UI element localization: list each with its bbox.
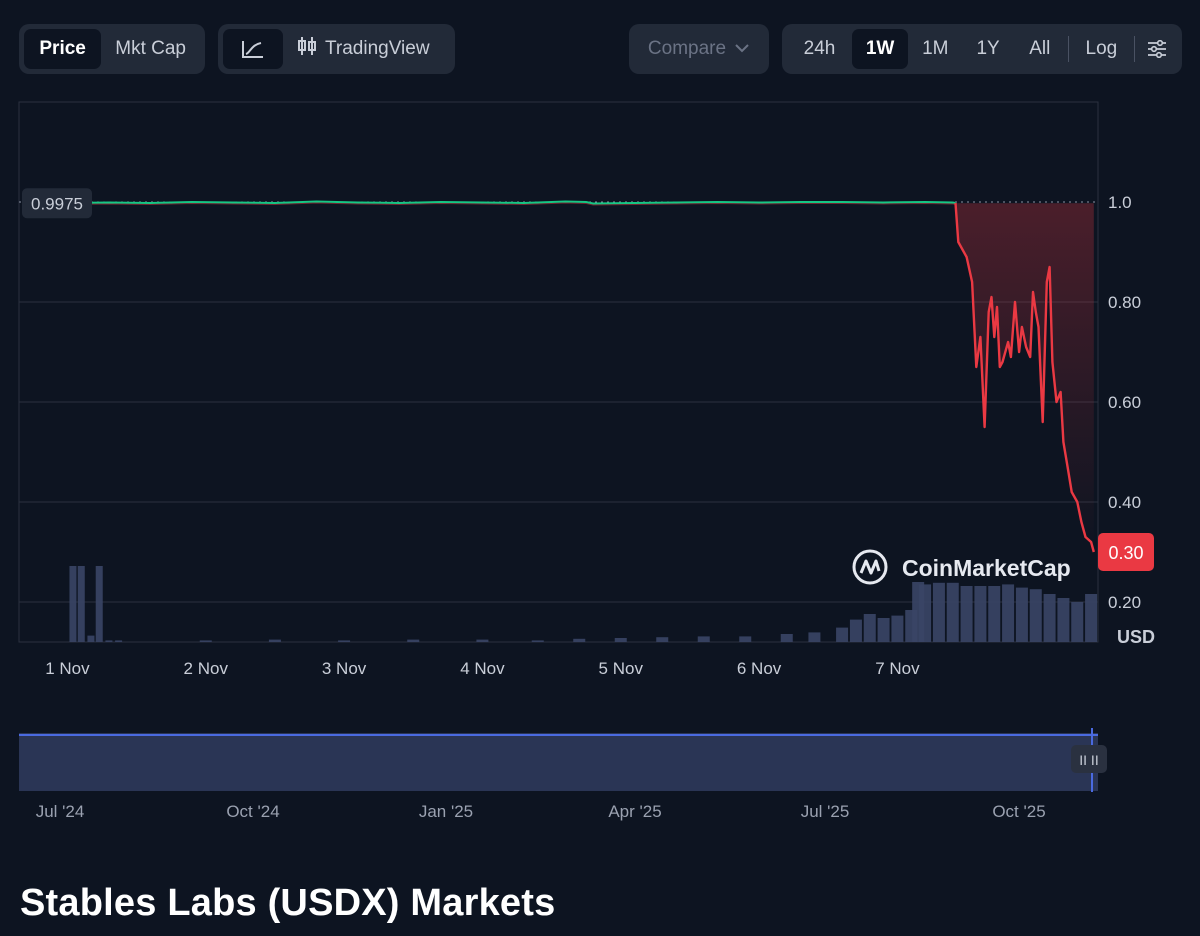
volume-bar xyxy=(115,640,123,642)
navigator-tick-label: Jul '25 xyxy=(801,802,850,821)
volume-bar xyxy=(1029,589,1042,642)
open-price-label: 0.9975 xyxy=(31,194,83,213)
log-toggle[interactable]: Log xyxy=(1085,38,1118,59)
line-chart-button[interactable] xyxy=(223,29,283,69)
navigator-tick-label: Oct '25 xyxy=(992,802,1045,821)
tab-price[interactable]: Price xyxy=(24,29,102,69)
volume-bar xyxy=(780,634,793,642)
price-chart[interactable]: 1.0 0.80 0.60 0.40 0.20 USD 1 Nov 2 Nov 3 Nov 4 … xyxy=(0,0,1200,870)
coinmarketcap-logo xyxy=(852,549,888,585)
volume-bar xyxy=(69,566,77,642)
volume-bar xyxy=(697,636,710,642)
watermark-text: CoinMarketCap xyxy=(902,555,1071,581)
volume-bar xyxy=(808,632,821,642)
range-all[interactable]: All xyxy=(1029,38,1051,59)
volume-bar xyxy=(573,638,586,642)
y-tick-label: 0.40 xyxy=(1108,493,1141,512)
price-line-up xyxy=(67,200,956,205)
volume-bar xyxy=(95,566,103,642)
navigator-tick-label: Jan '25 xyxy=(419,802,473,821)
currency-label: USD xyxy=(1117,627,1155,647)
volume-bar xyxy=(946,582,959,642)
chart-type-toggle: TradingView xyxy=(218,24,455,74)
volume-bar xyxy=(1085,594,1098,642)
page-title: Stables Labs (USDX) Markets xyxy=(20,882,556,924)
volume-bar xyxy=(656,637,669,642)
range-toggle: 24h 1W 1M 1Y All Log xyxy=(782,24,1182,74)
open-price-badge xyxy=(22,188,92,219)
volume-bar xyxy=(739,636,752,642)
volume-bar xyxy=(87,635,95,642)
chevron-down-icon xyxy=(734,40,750,58)
volume-bar xyxy=(1071,602,1084,642)
navigator-tick-label: Jul '24 xyxy=(36,802,85,821)
compare-dropdown[interactable]: Compare xyxy=(629,24,769,74)
x-tick-label: 5 Nov xyxy=(599,659,644,678)
tradingview-label: TradingView xyxy=(325,38,430,59)
last-price-label: 0.30 xyxy=(1108,543,1143,563)
y-tick-label: 0.20 xyxy=(1108,593,1141,612)
volume-bar xyxy=(932,582,945,642)
volume-bar xyxy=(1002,584,1015,642)
last-price-badge xyxy=(1098,533,1154,571)
volume-bar xyxy=(919,584,932,642)
tradingview-button[interactable]: TradingView xyxy=(283,29,444,69)
divider xyxy=(1134,36,1135,62)
x-tick-label: 7 Nov xyxy=(875,659,920,678)
x-tick-label: 6 Nov xyxy=(737,659,782,678)
divider xyxy=(1067,36,1069,62)
price-line-under xyxy=(67,202,956,206)
candlestick-icon xyxy=(297,36,317,62)
settings-sliders-icon xyxy=(1147,40,1167,58)
navigator-area xyxy=(19,733,1098,791)
volume-bar xyxy=(268,639,281,642)
x-tick-label: 1 Nov xyxy=(45,659,90,678)
y-tick-label: 1.0 xyxy=(1108,193,1132,212)
price-area-down xyxy=(955,203,1094,552)
range-1y[interactable]: 1Y xyxy=(976,38,1000,59)
volume-bar xyxy=(891,615,904,642)
volume-bar xyxy=(849,619,862,642)
range-24h[interactable]: 24h xyxy=(803,38,836,59)
volume-bar xyxy=(1043,594,1056,642)
navigator-tick-label: Apr '25 xyxy=(608,802,661,821)
volume-bar xyxy=(1057,598,1070,642)
navigator-handle[interactable] xyxy=(1071,745,1107,773)
navigator-handle-grip: II II xyxy=(1079,752,1098,768)
time-navigator[interactable]: II II Jul '24 Oct '24 Jan '25 Apr '25 Jul '25… xyxy=(19,728,1107,821)
metric-toggle: Price Mkt Cap xyxy=(19,24,205,74)
line-chart-icon xyxy=(241,39,265,59)
coinmarketcap-watermark: CoinMarketCap xyxy=(852,549,1071,585)
y-tick-label: 0.80 xyxy=(1108,293,1141,312)
navigator-tick-label: Oct '24 xyxy=(226,802,279,821)
tab-mkt-cap[interactable]: Mkt Cap xyxy=(115,38,186,59)
price-line-down xyxy=(954,202,1095,553)
volume-bar xyxy=(338,640,351,642)
compare-label: Compare xyxy=(647,38,727,59)
volume-bar xyxy=(105,640,113,642)
volume-bar xyxy=(988,586,1001,642)
range-1w[interactable]: 1W xyxy=(852,29,909,69)
volume-bar xyxy=(77,566,85,642)
volume-bar xyxy=(863,614,876,642)
plot-frame xyxy=(18,101,1099,643)
x-tick-label: 4 Nov xyxy=(460,659,505,678)
settings-button[interactable] xyxy=(1137,29,1177,69)
x-tick-label: 3 Nov xyxy=(322,659,367,678)
volume-bar xyxy=(836,627,849,642)
range-1m[interactable]: 1M xyxy=(922,38,949,59)
volume-bar xyxy=(974,586,987,642)
volume-bar xyxy=(960,586,973,642)
volume-bar xyxy=(877,618,890,642)
volume-bar xyxy=(531,640,544,642)
volume-bar xyxy=(614,638,627,642)
volume-bar xyxy=(1015,587,1028,642)
volume-bar xyxy=(199,640,212,642)
volume-bar xyxy=(476,639,489,642)
volume-bar xyxy=(407,639,420,642)
x-tick-label: 2 Nov xyxy=(184,659,229,678)
y-tick-label: 0.60 xyxy=(1108,393,1141,412)
